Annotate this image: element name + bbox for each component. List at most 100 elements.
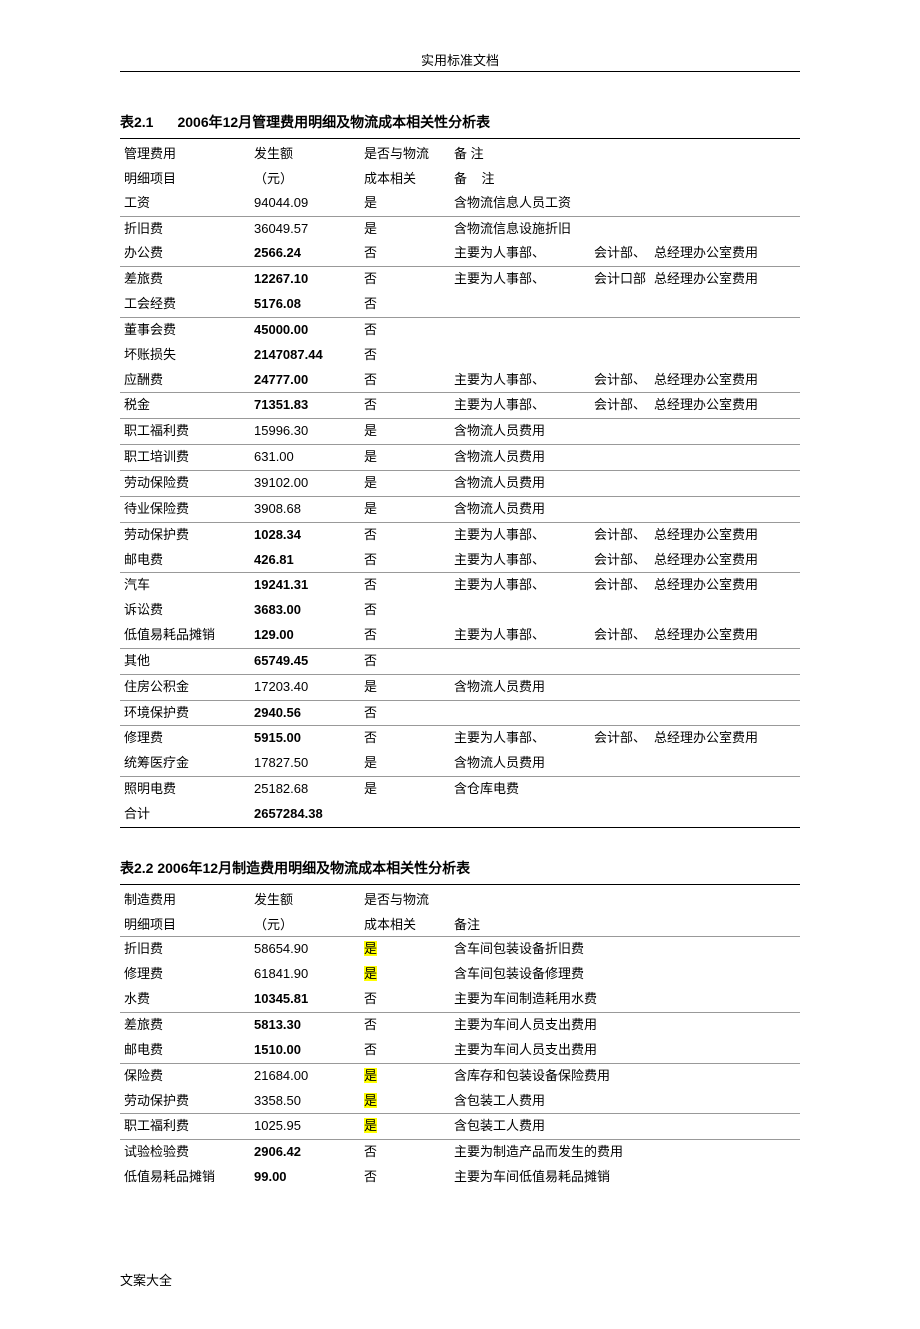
t1-hdr-item2: 明细项目: [120, 166, 250, 191]
cell-related: 否: [360, 292, 450, 317]
cell-remark1: 主要为人事部、: [450, 522, 590, 547]
t1-hdr-related1: 是否与物流: [360, 141, 450, 166]
cell-related: 是: [360, 216, 450, 241]
cell-item: 折旧费: [120, 937, 250, 962]
cell-amount: 10345.81: [250, 987, 360, 1012]
cell-item: 环境保护费: [120, 700, 250, 726]
cell-amount: 631.00: [250, 445, 360, 471]
cell-item: 低值易耗品摊销: [120, 623, 250, 648]
cell-remark1: [450, 802, 590, 827]
table2-title: 表2.2 2006年12月制造费用明细及物流成本相关性分析表: [120, 858, 800, 885]
cell-amount: 65749.45: [250, 648, 360, 674]
cell-remark3: 总经理办公室费用: [650, 573, 800, 598]
cell-remark3: [650, 292, 800, 317]
table-row: 水费10345.81否主要为车间制造耗用水费: [120, 987, 800, 1012]
cell-amount: 1510.00: [250, 1038, 360, 1063]
cell-remark3: 总经理办公室费用: [650, 241, 800, 266]
cell-related: 是: [360, 445, 450, 471]
cell-remark2: 会计部、: [590, 726, 650, 751]
t2-hdr-related2: 成本相关: [360, 912, 450, 937]
cell-remark2: [590, 648, 650, 674]
cell-remark3: [650, 470, 800, 496]
cell-remark1: [450, 292, 590, 317]
cell-related: 是: [360, 962, 450, 987]
cell-remark2: [590, 700, 650, 726]
cell-related: 否: [360, 1013, 450, 1038]
table1-title: 表2.12006年12月管理费用明细及物流成本相关性分析表: [120, 112, 800, 139]
table-row: 试验检验费2906.42否主要为制造产品而发生的费用: [120, 1140, 800, 1165]
cell-remark1: 含物流人员费用: [450, 470, 590, 496]
cell-remark3: [650, 777, 800, 802]
cell-item: 职工福利费: [120, 419, 250, 445]
cell-remark3: 总经理办公室费用: [650, 726, 800, 751]
table-row: 折旧费58654.90是含车间包装设备折旧费: [120, 937, 800, 962]
cell-item: 试验检验费: [120, 1140, 250, 1165]
cell-remark1: 含物流信息设施折旧: [450, 216, 590, 241]
table-row: 劳动保护费1028.34否主要为人事部、会计部、总经理办公室费用: [120, 522, 800, 547]
table-row: 工资94044.09是含物流信息人员工资: [120, 191, 800, 216]
cell-related: 否: [360, 368, 450, 393]
cell-amount: 5813.30: [250, 1013, 360, 1038]
cell-remark1: 含物流人员费用: [450, 445, 590, 471]
table-row: 职工福利费1025.95是含包装工人费用: [120, 1114, 800, 1140]
table-row: 职工培训费631.00是含物流人员费用: [120, 445, 800, 471]
table1: 管理费用 发生额 是否与物流 备 注 明细项目 （元） 成本相关 备 注 工资9…: [120, 141, 800, 827]
cell-remark3: 总经理办公室费用: [650, 368, 800, 393]
table-row: 环境保护费2940.56否: [120, 700, 800, 726]
cell-remark3: [650, 216, 800, 241]
cell-amount: 2940.56: [250, 700, 360, 726]
t2-hdr-remark-blank: [450, 887, 800, 912]
table-row: 其他65749.45否: [120, 648, 800, 674]
table2: 制造费用 发生额 是否与物流 明细项目 （元） 成本相关 备注 折旧费58654…: [120, 887, 800, 1190]
cell-remark3: [650, 419, 800, 445]
t2-hdr-amount1: 发生额: [250, 887, 360, 912]
table-row: 工会经费5176.08否: [120, 292, 800, 317]
cell-remark3: [650, 445, 800, 471]
cell-item: 差旅费: [120, 267, 250, 292]
cell-remark2: [590, 802, 650, 827]
cell-item: 水费: [120, 987, 250, 1012]
cell-related: 否: [360, 548, 450, 573]
cell-related: 否: [360, 1140, 450, 1165]
cell-item: 邮电费: [120, 548, 250, 573]
cell-related: 否: [360, 573, 450, 598]
cell-related: 否: [360, 700, 450, 726]
cell-remark3: 总经理办公室费用: [650, 393, 800, 419]
cell-remark2: [590, 777, 650, 802]
cell-remark2: [590, 598, 650, 623]
cell-remark: 主要为车间制造耗用水费: [450, 987, 800, 1012]
cell-remark2: 会计部、: [590, 241, 650, 266]
cell-related: 否: [360, 343, 450, 368]
cell-amount: 2906.42: [250, 1140, 360, 1165]
table-row: 诉讼费3683.00否: [120, 598, 800, 623]
t1-hdr-amount1: 发生额: [250, 141, 360, 166]
cell-remark1: 主要为人事部、: [450, 726, 590, 751]
cell-remark1: 主要为人事部、: [450, 393, 590, 419]
cell-remark2: [590, 191, 650, 216]
cell-related: 是: [360, 470, 450, 496]
cell-remark3: [650, 598, 800, 623]
cell-remark2: [590, 674, 650, 700]
table-row: 统筹医疗金17827.50是含物流人员费用: [120, 751, 800, 776]
cell-remark2: [590, 470, 650, 496]
cell-remark1: [450, 648, 590, 674]
cell-item: 办公费: [120, 241, 250, 266]
cell-item: 坏账损失: [120, 343, 250, 368]
cell-amount: 17203.40: [250, 674, 360, 700]
table-row: 修理费5915.00否主要为人事部、会计部、总经理办公室费用: [120, 726, 800, 751]
cell-related: 是: [360, 1063, 450, 1088]
cell-remark2: 会计部、: [590, 548, 650, 573]
cell-amount: 19241.31: [250, 573, 360, 598]
t1-hdr-remarkB: 备 注: [450, 166, 590, 191]
cell-remark1: 含仓库电费: [450, 777, 590, 802]
cell-remark1: 含物流人员费用: [450, 419, 590, 445]
cell-amount: 94044.09: [250, 191, 360, 216]
cell-remark1: 主要为人事部、: [450, 548, 590, 573]
cell-item: 修理费: [120, 726, 250, 751]
cell-remark2: [590, 419, 650, 445]
cell-remark2: 会计部、: [590, 393, 650, 419]
cell-related: [360, 802, 450, 827]
cell-related: 否: [360, 1038, 450, 1063]
cell-remark2: [590, 317, 650, 342]
cell-related: 否: [360, 623, 450, 648]
